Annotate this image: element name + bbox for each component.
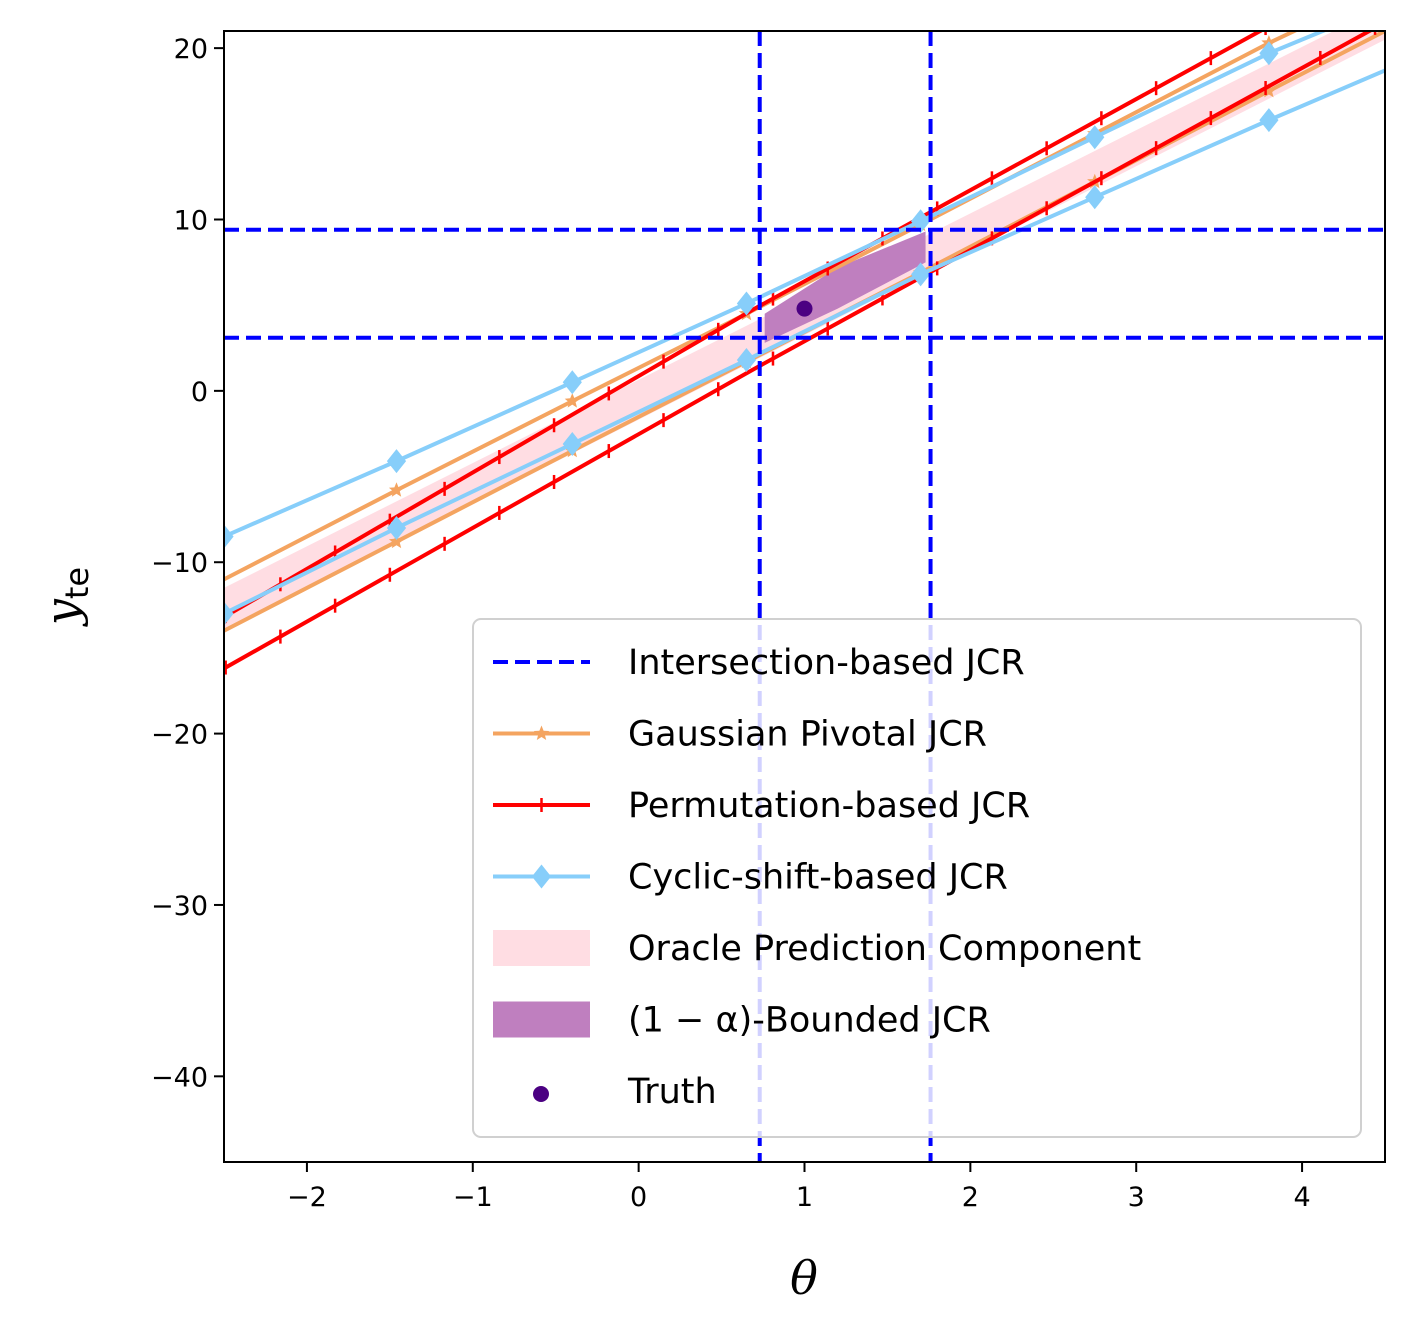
y-tick-label: −30 <box>151 891 208 922</box>
gaussian-upper-line <box>224 31 1299 582</box>
legend-item-truth: Truth <box>533 1072 717 1112</box>
y-tick-label: −40 <box>151 1062 208 1093</box>
legend-label: Oracle Prediction Component <box>628 929 1141 969</box>
legend-item-permutation: Permutation-based JCR <box>493 786 1030 826</box>
legend-label: Cyclic-shift-based JCR <box>628 858 1008 898</box>
gaussian-star-marker <box>388 482 405 497</box>
svg-text:yte: yte <box>35 567 96 627</box>
permutation-upper-line <box>224 31 1265 619</box>
legend-label: (1 − α)-Bounded JCR <box>628 1001 991 1041</box>
x-tick-label: 3 <box>1128 1182 1145 1213</box>
gaussian-star-marker <box>564 393 580 408</box>
cyclic-diamond-marker <box>386 515 407 540</box>
y-tick-label: 0 <box>191 377 208 408</box>
cyclic-diamond-marker <box>562 370 582 395</box>
legend-item-cyclic: Cyclic-shift-based JCR <box>493 858 1008 898</box>
x-tick-label: −1 <box>453 1182 493 1213</box>
legend-item-gaussian: Gaussian Pivotal JCR <box>493 715 987 755</box>
y-tick-label: 10 <box>174 206 208 237</box>
cyclic-series <box>224 31 1385 626</box>
legend-diamond-marker <box>531 864 552 889</box>
legend-handle-patch <box>493 1001 590 1038</box>
cyclic-diamond-marker <box>1085 125 1105 150</box>
x-axis-label: θ <box>790 1251 818 1305</box>
y-tick-label: −10 <box>151 548 208 579</box>
legend-handle-dot <box>533 1086 549 1102</box>
legend-label: Truth <box>627 1072 717 1112</box>
x-tick-label: 1 <box>796 1182 813 1213</box>
cyclic-diamond-marker <box>1259 41 1279 66</box>
cyclic-upper-line <box>224 31 1329 539</box>
plot-area <box>224 31 1385 1162</box>
y-tick-label: 20 <box>174 34 208 65</box>
x-tick-label: 2 <box>962 1182 979 1213</box>
legend-item-oracle: Oracle Prediction Component <box>493 929 1141 969</box>
legend-box <box>472 618 1362 1138</box>
y-axis-label-sub: te <box>58 567 96 599</box>
legend-item-bounded: (1 − α)-Bounded JCR <box>493 1001 991 1041</box>
cyclic-diamond-marker <box>1085 185 1105 210</box>
x-tick-label: −2 <box>287 1182 327 1213</box>
cyclic-diamond-marker <box>1259 108 1279 133</box>
cyclic-diamond-marker <box>911 262 931 287</box>
gaussian-star-marker <box>1261 83 1277 98</box>
cyclic-diamond-marker <box>736 348 757 373</box>
truth-point <box>796 300 813 317</box>
y-tick-label: −20 <box>151 720 208 751</box>
cyclic-diamond-marker <box>224 601 234 626</box>
legend-handle-patch <box>493 930 590 966</box>
cyclic-diamond-marker <box>562 431 582 456</box>
cyclic-lower-line <box>224 68 1385 616</box>
legend-label: Gaussian Pivotal JCR <box>628 715 987 755</box>
permutation-lower-line <box>224 31 1374 671</box>
cyclic-diamond-marker <box>224 524 234 549</box>
y-axis-label-main: y <box>35 598 89 627</box>
y-axis-label: yte <box>35 567 96 627</box>
x-tick-label: 0 <box>630 1182 647 1213</box>
cyclic-diamond-marker <box>736 291 757 316</box>
cyclic-diamond-marker <box>386 449 407 474</box>
cyclic-diamond-marker <box>911 209 931 234</box>
legend-label: Intersection-based JCR <box>628 643 1025 683</box>
legend-item-intersection: Intersection-based JCR <box>493 643 1025 683</box>
legend: Intersection-based JCR Gaussian Pivotal J… <box>472 618 1362 1138</box>
gaussian-star-marker <box>388 533 405 549</box>
x-tick-label: 4 <box>1293 1182 1310 1213</box>
legend-label: Permutation-based JCR <box>628 786 1030 826</box>
legend-star-marker <box>533 725 550 740</box>
